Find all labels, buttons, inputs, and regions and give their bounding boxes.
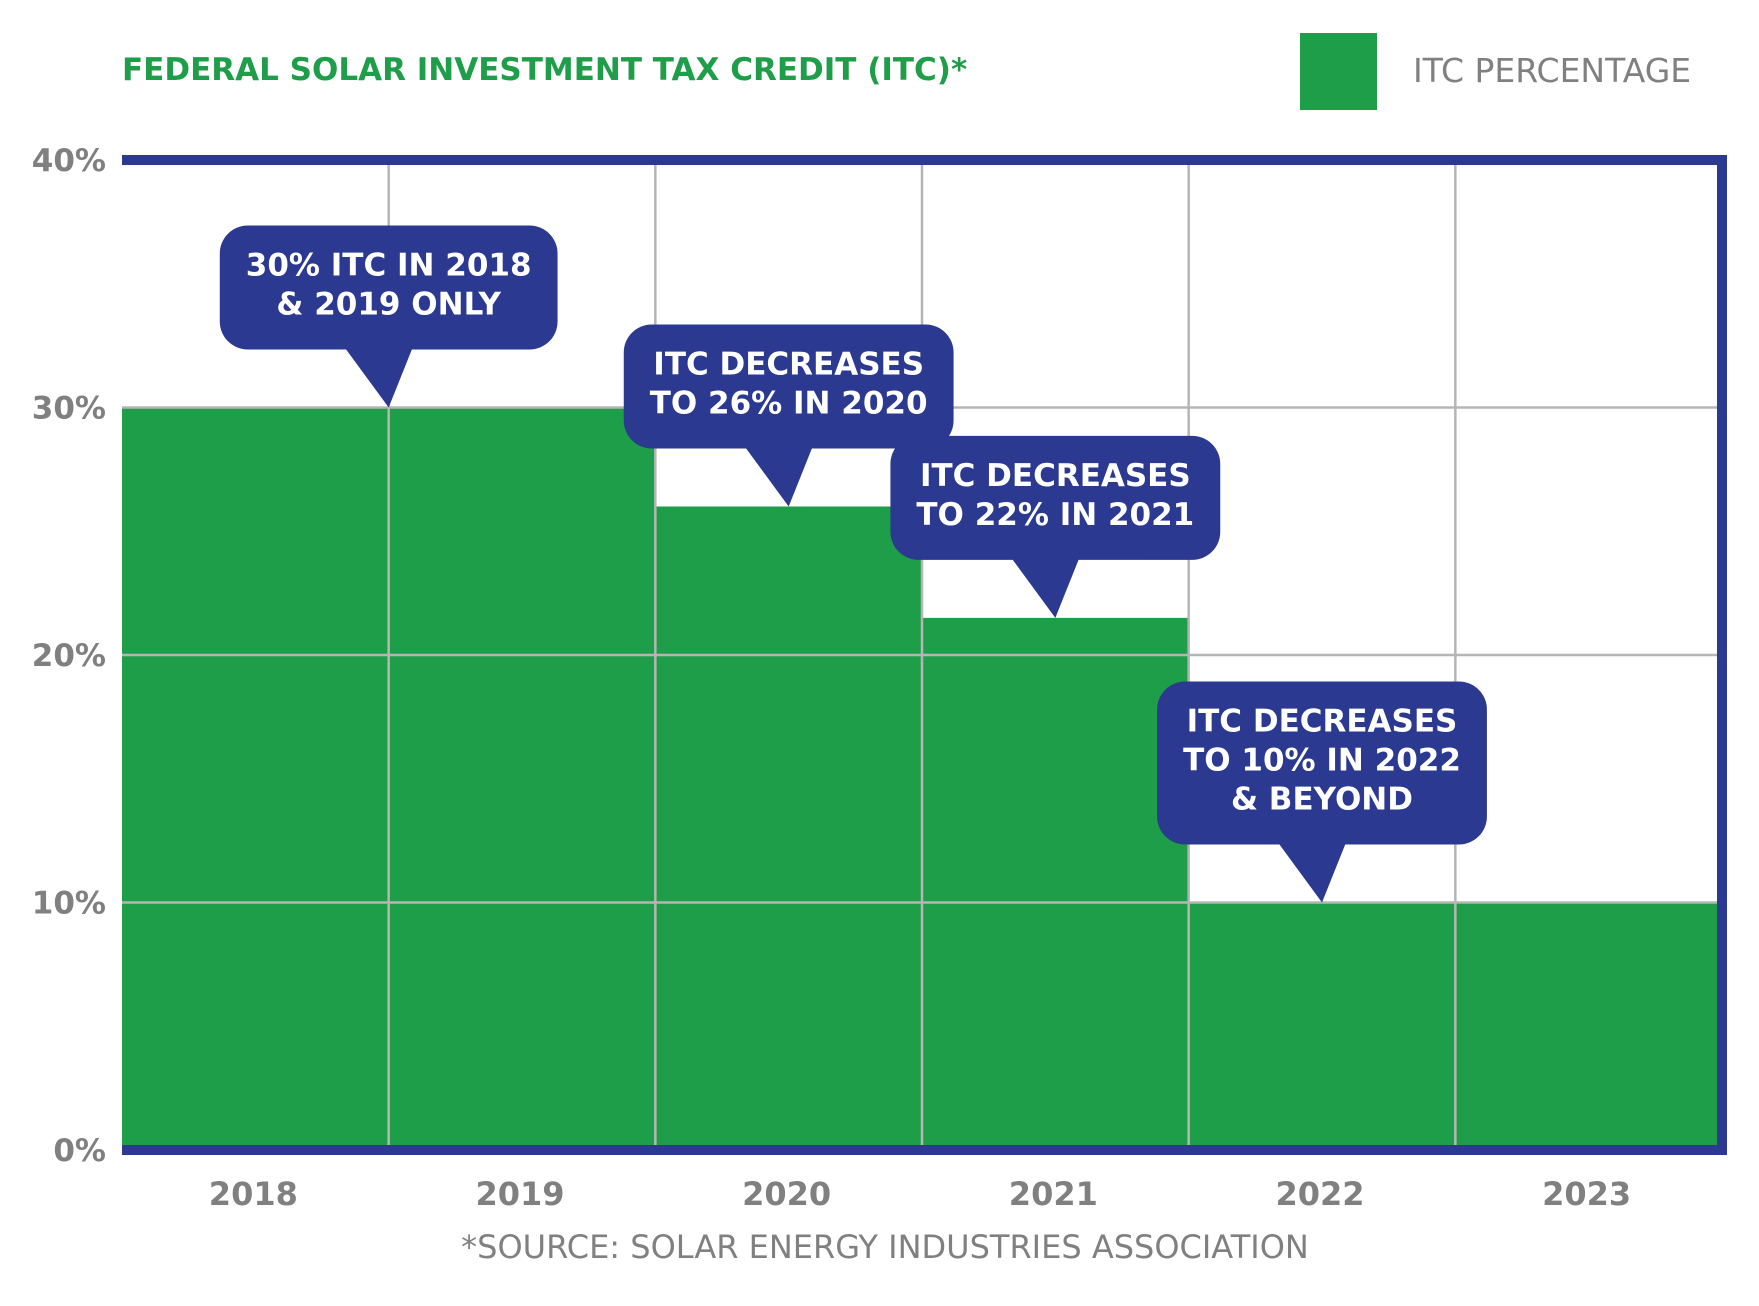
bars-layer: [122, 407, 1722, 1150]
y-axis-ticks: 0% 10% 20% 30% 40%: [32, 143, 106, 1169]
callout-1: 30% ITC IN 2018& 2019 ONLY: [219, 225, 558, 408]
bar-2021: [922, 617, 1189, 1150]
callout-text-line: ITC DECREASES: [920, 458, 1191, 494]
callout-pointer: [1011, 557, 1080, 618]
y-tick-label: 10%: [32, 886, 106, 922]
bar-2023: [1455, 902, 1722, 1150]
bar-2020: [655, 506, 922, 1150]
callout-text-line: TO 10% IN 2022: [1183, 743, 1461, 779]
bar-2022: [1188, 902, 1456, 1150]
callout-text-line: TO 22% IN 2021: [916, 497, 1194, 533]
x-tick-label: 2018: [209, 1175, 298, 1213]
frame-layer: [122, 155, 1727, 1155]
callout-text-line: & 2019 ONLY: [276, 287, 501, 323]
bar-2019: [388, 407, 656, 1150]
y-tick-label: 40%: [32, 143, 106, 179]
callout-box: [623, 324, 954, 449]
callout-text-line: 30% ITC IN 2018: [246, 248, 532, 284]
callout-pointer: [1278, 842, 1346, 903]
callout-text-line: ITC DECREASES: [653, 347, 924, 383]
callout-pointer: [344, 347, 413, 408]
y-tick-label: 0%: [53, 1133, 106, 1169]
callout-text-line: TO 26% IN 2020: [650, 386, 928, 422]
y-tick-label: 30%: [32, 391, 106, 427]
callout-box: [1157, 681, 1487, 845]
callout-box: [219, 225, 558, 350]
chart-title: FEDERAL SOLAR INVESTMENT TAX CREDIT (ITC…: [122, 52, 967, 88]
source-note: *SOURCE: SOLAR ENERGY INDUSTRIES ASSOCIA…: [461, 1228, 1309, 1266]
x-axis-ticks: 2018 2019 2020 2021 2022 2023: [209, 1175, 1631, 1213]
legend-label: ITC PERCENTAGE: [1413, 51, 1691, 90]
callout-text-line: & BEYOND: [1231, 782, 1413, 818]
y-tick-label: 20%: [32, 638, 106, 674]
x-tick-label: 2020: [742, 1175, 831, 1213]
callout-box: [890, 435, 1221, 560]
legend-swatch: [1300, 33, 1377, 110]
x-tick-label: 2022: [1275, 1175, 1364, 1213]
callout-text-line: ITC DECREASES: [1187, 704, 1458, 740]
x-tick-label: 2023: [1542, 1175, 1631, 1213]
x-tick-label: 2021: [1009, 1175, 1098, 1213]
callout-pointer: [744, 446, 813, 507]
bar-2018: [122, 407, 389, 1150]
x-tick-label: 2019: [475, 1175, 564, 1213]
